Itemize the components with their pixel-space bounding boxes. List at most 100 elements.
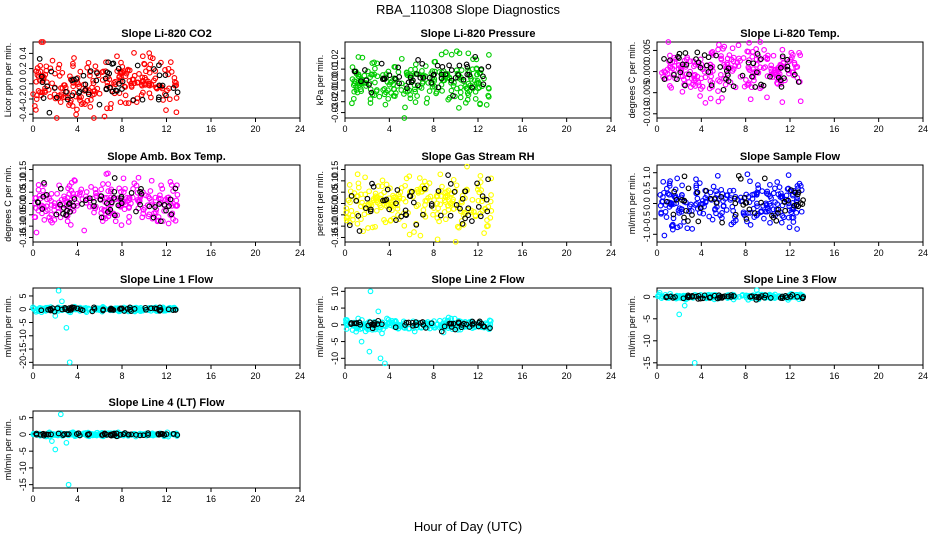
data-point	[472, 88, 479, 95]
overlay-point	[62, 305, 68, 311]
data-point	[134, 79, 141, 86]
data-point	[448, 87, 455, 94]
data-point	[770, 190, 777, 197]
overlay-point	[485, 63, 492, 70]
overlay-point	[394, 187, 401, 193]
data-point	[32, 200, 38, 207]
data-point	[73, 111, 79, 118]
data-point	[671, 63, 678, 69]
data-point	[145, 193, 152, 200]
overlay-point	[76, 90, 82, 96]
data-point	[431, 197, 437, 203]
data-point	[174, 182, 180, 189]
data-point	[764, 52, 771, 59]
data-point	[754, 203, 760, 210]
data-point	[667, 178, 673, 184]
data-point	[456, 105, 462, 111]
data-point	[655, 293, 661, 300]
overlay-point	[48, 68, 55, 75]
overlay-point	[70, 76, 77, 83]
overlay-point	[89, 308, 96, 315]
x-tick-label: 8	[119, 371, 124, 381]
outlier-point	[63, 439, 70, 446]
x-tick-label: 24	[295, 124, 305, 134]
data-point	[355, 73, 362, 80]
data-point	[485, 93, 492, 100]
y-tick-label: -1.0	[642, 227, 652, 243]
overlay-point	[368, 89, 375, 96]
data-point	[379, 177, 386, 184]
data-point	[793, 64, 799, 71]
data-point	[668, 223, 675, 229]
overlay-point	[791, 202, 798, 209]
data-point	[702, 100, 709, 106]
data-point	[120, 175, 127, 182]
overlay-point	[428, 80, 435, 86]
overlay-point	[438, 328, 445, 335]
data-point	[472, 212, 479, 219]
y-axis-label: ml/min per min.	[315, 296, 325, 358]
overlay-point	[794, 293, 801, 300]
data-point	[385, 87, 391, 94]
overlay-point	[741, 194, 748, 201]
data-point	[362, 174, 368, 181]
x-tick-label: 4	[387, 124, 392, 134]
data-point	[772, 291, 778, 298]
data-point	[657, 202, 664, 209]
overlay-point	[73, 76, 80, 82]
data-point	[743, 77, 749, 83]
overlay-point	[435, 84, 442, 91]
data-point	[88, 97, 94, 103]
data-point	[666, 58, 672, 65]
overlay-point	[677, 69, 684, 76]
data-point	[51, 203, 58, 209]
data-points	[30, 39, 181, 121]
y-tick-label: -0.05	[330, 205, 340, 226]
overlay-point	[393, 200, 399, 207]
overlay-point	[670, 211, 677, 218]
data-point	[107, 188, 114, 195]
data-point	[145, 213, 152, 220]
data-point	[747, 96, 754, 103]
outlier-point	[366, 348, 373, 355]
overlay-point	[348, 193, 355, 199]
overlay-point	[758, 199, 764, 206]
y-tick-label: 0.15	[18, 161, 28, 179]
x-tick-label: 4	[75, 248, 80, 258]
data-point	[414, 93, 420, 99]
overlay-point	[478, 66, 485, 72]
data-point	[78, 186, 85, 193]
y-tick-label: 0.00	[330, 195, 340, 213]
overlay-point	[679, 197, 685, 203]
overlay-point	[760, 82, 767, 89]
x-tick-label: 12	[161, 494, 171, 504]
overlay-point	[675, 53, 681, 60]
y-tick-label: 0.10	[330, 172, 340, 190]
data-point	[452, 238, 459, 245]
overlay-point	[371, 322, 378, 328]
panel-title: Slope Li-820 Temp.	[740, 28, 839, 40]
data-point	[747, 178, 753, 185]
data-point	[105, 170, 111, 177]
data-point	[778, 219, 785, 226]
overlay-point	[752, 84, 759, 90]
data-point	[679, 182, 685, 189]
x-tick-label: 20	[250, 371, 260, 381]
data-point	[76, 191, 83, 198]
data-point	[422, 202, 428, 208]
figure-title: RBA_110308 Slope Diagnostics	[376, 2, 561, 17]
data-point	[687, 68, 693, 75]
data-point	[723, 192, 730, 199]
data-point	[57, 99, 64, 105]
data-point	[670, 215, 677, 222]
data-point	[354, 171, 361, 178]
overlay-point	[84, 431, 91, 438]
overlay-point	[458, 324, 465, 331]
data-point	[421, 178, 428, 185]
data-point	[148, 94, 154, 101]
data-point	[486, 52, 492, 58]
data-point	[709, 49, 716, 55]
overlay-point	[450, 92, 456, 99]
data-point	[391, 64, 398, 70]
data-point	[746, 67, 753, 73]
